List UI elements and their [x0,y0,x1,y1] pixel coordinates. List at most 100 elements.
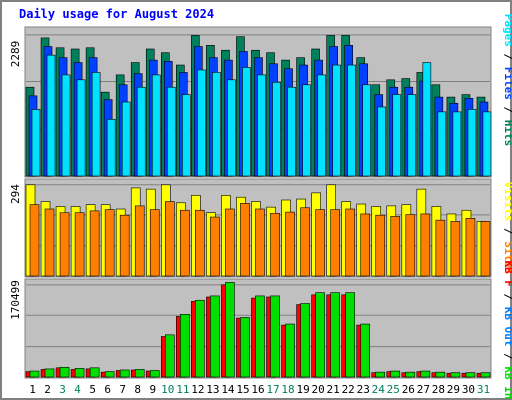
legend-visits: Visits [502,182,512,222]
bar-kb-in-day-24 [375,371,386,378]
bar-kb-in-day-4 [74,368,85,378]
bar-sites-day-21 [330,209,340,277]
legend-sep: / [502,221,512,241]
bar-pages-day-22 [347,64,356,177]
bar-pages-day-27 [422,62,432,177]
day-label-20: 20 [312,383,325,396]
bar-kb-in-day-25 [390,370,401,378]
legend-visits-sites: Visits / Sites [502,182,512,275]
bar-kb-in-day-5 [89,367,100,378]
bar-pages-day-11 [182,94,191,177]
bar-kb-in-day-8 [134,369,145,378]
legend-kb: KB F / KB Out / KB In [502,260,512,399]
bar-kb-in-day-23 [360,323,371,378]
day-label-9: 9 [149,383,156,396]
bar-pages-day-31 [482,111,492,177]
bar-sites-day-11 [180,209,190,277]
bar-kb-in-day-31 [480,372,491,378]
bar-pages-day-7 [121,101,131,177]
legend-hits-files-pages: Pages / Files / Hits [502,14,512,147]
bar-sites-day-15 [240,203,250,277]
bar-kb-in-day-13 [210,295,220,378]
day-label-28: 28 [432,383,445,396]
bar-sites-day-18 [285,211,295,277]
bar-pages-day-6 [106,118,116,177]
legend-kbout: KB Out [502,307,512,347]
bar-sites-day-8 [134,205,145,277]
bar-sites-day-30 [465,218,476,277]
bar-pages-day-10 [166,86,176,177]
bar-sites-day-23 [360,213,371,277]
bar-sites-day-27 [420,213,431,277]
day-label-12: 12 [191,383,204,396]
bar-sites-day-25 [390,216,401,277]
bar-pages-day-17 [272,81,281,177]
bar-kb-in-day-6 [104,371,115,378]
legend-kbf: KB F [502,260,512,287]
day-label-23: 23 [357,383,370,396]
bar-pages-day-29 [452,111,462,177]
bar-sites-day-1 [29,204,40,277]
legend-sites: Sites [502,241,512,274]
day-label-11: 11 [176,383,189,396]
day-label-6: 6 [104,383,111,396]
bar-pages-day-13 [212,72,221,177]
day-label-8: 8 [134,383,141,396]
bar-pages-day-9 [151,74,161,177]
bar-sites-day-31 [480,221,491,277]
day-label-29: 29 [447,383,460,396]
bar-sites-day-9 [149,209,160,277]
bar-sites-day-14 [225,208,235,277]
chart-marks [25,34,492,378]
day-label-16: 16 [251,383,264,396]
bar-kb-in-day-29 [450,372,461,378]
bar-sites-day-6 [104,209,115,277]
bar-kb-in-day-12 [195,299,205,378]
day-label-24: 24 [372,383,386,396]
bar-pages-day-5 [91,72,101,177]
bar-kb-in-day-18 [285,323,295,378]
bar-kb-in-day-21 [330,292,340,378]
bar-kb-in-day-7 [119,369,130,378]
legend-sep: / [502,100,512,120]
bar-pages-day-25 [392,94,402,177]
legend-sep: / [502,47,512,67]
bar-pages-day-18 [287,86,296,177]
y-tick-kb: 170499 [9,280,22,320]
bar-kb-in-day-20 [315,292,325,378]
bar-pages-day-2 [46,54,56,177]
bar-pages-day-3 [61,74,71,177]
legend-sep: / [502,347,512,367]
bar-kb-in-day-11 [180,313,190,378]
x-axis-day-labels: 1 2 3 4 5 6 7 8 9 10 11 12 13 14 15 16 17 18 19 20 21 22 23 24 2… [29,383,490,396]
y-tick-hits: 2289 [9,41,22,68]
bar-sites-day-12 [195,209,205,277]
bar-pages-day-4 [76,79,86,177]
bar-kb-in-day-14 [225,282,235,378]
bar-sites-day-26 [405,214,416,277]
bar-pages-day-8 [136,86,146,177]
bar-kb-in-day-9 [149,370,160,378]
day-label-26: 26 [402,383,415,396]
bar-sites-day-22 [345,208,355,277]
bar-sites-day-19 [300,207,310,277]
bar-sites-day-24 [375,214,386,277]
day-label-3: 3 [59,383,66,396]
day-label-14: 14 [221,383,235,396]
day-label-1: 1 [29,383,36,396]
day-label-19: 19 [296,383,309,396]
day-label-13: 13 [206,383,219,396]
bar-pages-day-28 [437,111,447,177]
bar-pages-day-1 [31,109,41,177]
day-label-4: 4 [74,383,81,396]
bar-sites-day-17 [270,213,280,277]
day-label-22: 22 [342,383,355,396]
day-label-15: 15 [236,383,249,396]
day-label-5: 5 [89,383,96,396]
bar-kb-in-day-27 [420,370,431,378]
bar-kb-in-day-3 [59,366,70,378]
bar-pages-day-16 [257,74,266,177]
bar-kb-in-day-15 [240,317,250,378]
day-label-17: 17 [266,383,279,396]
